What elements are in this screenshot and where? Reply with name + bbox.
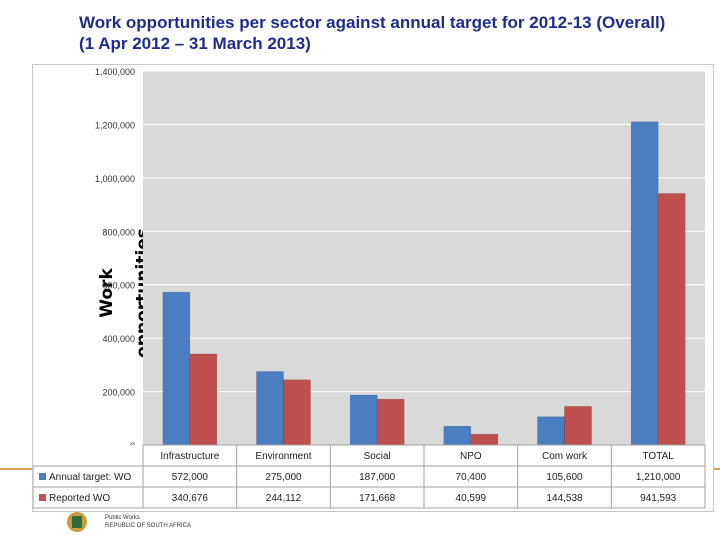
- chart-frame: Work opportunities 0200,000400,000600,00…: [32, 64, 714, 512]
- category-label: Com work: [542, 451, 588, 462]
- category-label: Infrastructure: [160, 451, 219, 462]
- data-value-label: 144,538: [546, 493, 583, 504]
- bar-reported-woinfrastructure: [189, 353, 218, 446]
- bar-reported-wocom-work: [564, 406, 592, 446]
- y-tick-label: 200,000: [102, 388, 135, 398]
- legend-swatch: [39, 494, 46, 501]
- y-tick-label: 800,000: [102, 227, 135, 237]
- data-value-label: 941,593: [640, 493, 677, 504]
- category-label: TOTAL: [643, 451, 675, 462]
- bar-reported-wototal: [657, 193, 686, 446]
- logo-line1: Public Works: [105, 515, 140, 521]
- plot-area: [143, 71, 705, 445]
- bar-annual-target-wocom-work: [537, 416, 565, 446]
- coat-of-arms-shield-icon: [72, 516, 82, 528]
- data-table: [33, 445, 713, 508]
- data-value-label: 171,668: [359, 493, 396, 504]
- data-value-label: 1,210,000: [636, 472, 681, 483]
- bar-annual-target-wototal: [630, 121, 659, 446]
- bar-chart: 0200,000400,000600,000800,0001,000,0001,…: [33, 67, 713, 509]
- data-value-label: 244,112: [266, 493, 302, 504]
- bar-annual-target-wosocial: [349, 394, 378, 446]
- y-tick-label: 1,000,000: [95, 174, 135, 184]
- data-value-label: 187,000: [359, 472, 396, 483]
- y-tick-label: 1,400,000: [95, 67, 135, 77]
- bar-annual-target-woinfrastructure: [162, 291, 191, 446]
- data-value-label: 105,600: [546, 472, 583, 483]
- legend-swatch: [39, 473, 46, 480]
- data-value-label: 70,400: [456, 472, 487, 483]
- data-value-label: 572,000: [172, 472, 209, 483]
- y-tick-label: 600,000: [102, 281, 135, 291]
- category-label: Social: [364, 451, 391, 462]
- bar-reported-woenvironment: [283, 379, 311, 446]
- bar-annual-target-woenvironment: [256, 371, 284, 446]
- bar-reported-wonpo: [470, 433, 499, 446]
- bar-reported-wosocial: [376, 398, 405, 446]
- data-value-label: 275,000: [265, 472, 302, 483]
- category-label: NPO: [460, 451, 482, 462]
- legend-label: Reported WO: [49, 493, 110, 504]
- data-value-label: 40,599: [456, 493, 487, 504]
- data-value-label: 340,676: [172, 493, 209, 504]
- legend-label: Annual target: WO: [49, 472, 131, 483]
- slide-title: Work opportunities per sector against an…: [79, 13, 666, 53]
- public-works-logo: Public Works REPUBLIC OF SOUTH AFRICA: [67, 512, 191, 532]
- bar-annual-target-wonpo: [443, 425, 472, 446]
- category-label: Environment: [255, 451, 311, 462]
- y-tick-label: 1,200,000: [95, 120, 135, 130]
- logo-line2: REPUBLIC OF SOUTH AFRICA: [105, 523, 191, 529]
- y-tick-label: 400,000: [102, 334, 135, 344]
